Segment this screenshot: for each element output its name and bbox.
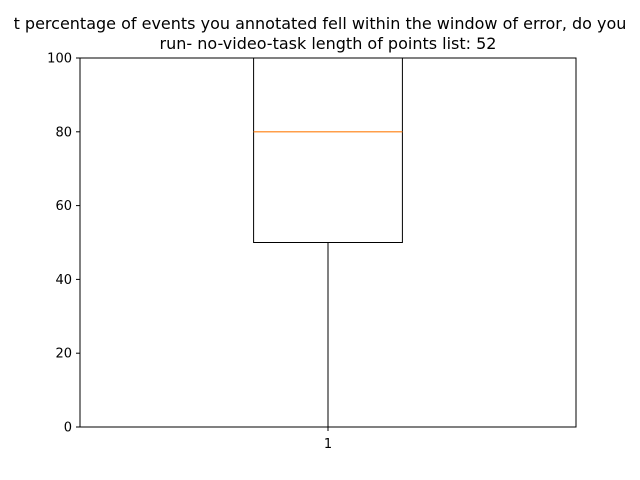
x-tick-label: 1: [324, 437, 332, 452]
y-tick-label: 0: [64, 421, 72, 436]
chart-title-line-2: run- no-video-task length of points list…: [160, 34, 497, 53]
y-tick-label: 80: [55, 125, 72, 140]
y-tick-label: 60: [55, 199, 72, 214]
y-tick-label: 100: [47, 52, 72, 67]
chart-title-line-1: t percentage of events you annotated fel…: [14, 14, 627, 33]
iqr-box: [253, 57, 403, 243]
y-tick-label: 20: [55, 347, 72, 362]
y-tick-label: 40: [55, 273, 72, 288]
